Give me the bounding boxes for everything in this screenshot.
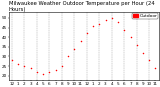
Point	[42, 73, 44, 74]
Point	[11, 60, 13, 61]
Point	[92, 25, 94, 26]
Point	[79, 40, 82, 42]
Point	[54, 69, 57, 71]
Point	[129, 37, 132, 38]
Point	[36, 71, 38, 73]
Point	[17, 63, 19, 65]
Point	[117, 21, 119, 23]
Point	[85, 33, 88, 34]
Point	[123, 29, 126, 30]
Legend: Outdoor: Outdoor	[132, 13, 158, 19]
Point	[148, 60, 151, 61]
Point	[98, 23, 101, 24]
Point	[104, 19, 107, 21]
Point	[111, 17, 113, 19]
Point	[48, 71, 51, 73]
Point	[29, 67, 32, 69]
Point	[60, 65, 63, 67]
Point	[73, 48, 76, 49]
Point	[23, 65, 26, 67]
Point	[67, 56, 69, 57]
Point	[136, 44, 138, 46]
Point	[154, 67, 157, 69]
Point	[142, 52, 144, 53]
Text: Milwaukee Weather Outdoor Temperature per Hour (24 Hours): Milwaukee Weather Outdoor Temperature pe…	[9, 1, 154, 12]
